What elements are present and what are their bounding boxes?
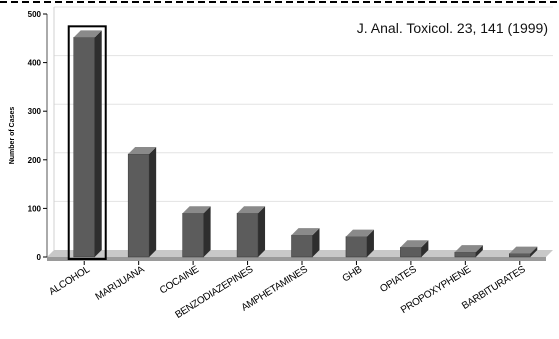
bar-top [237, 206, 266, 214]
bar-side [312, 228, 320, 257]
bar-top [291, 228, 320, 236]
bar-side [421, 240, 429, 257]
bar-top [454, 245, 483, 253]
bar-top [345, 229, 374, 237]
citation-annotation: J. Anal. Toxicol. 23, 141 (1999) [357, 20, 548, 36]
bar-side [149, 146, 157, 257]
bar-top [400, 240, 429, 248]
bar [236, 213, 259, 258]
y-tick-label: 200 [28, 156, 42, 165]
bar-side [203, 206, 211, 257]
highlight-box [67, 25, 107, 260]
x-tick-label: ALCOHOL [47, 264, 92, 298]
bar [400, 247, 422, 258]
bar-top [73, 30, 102, 38]
y-tick-label: 0 [37, 253, 42, 262]
x-tick-label: COCAINE [158, 264, 201, 297]
bar-top [509, 246, 538, 254]
x-tick-label: GHB [341, 264, 365, 285]
y-tick-label: 500 [28, 10, 42, 19]
y-axis-label: Number of Cases [9, 107, 16, 165]
bar-side [258, 206, 266, 257]
bar [182, 213, 204, 258]
bar [509, 253, 531, 258]
bar-top [128, 146, 157, 154]
floor-front [47, 257, 546, 261]
bar [73, 37, 95, 258]
bar [454, 251, 477, 258]
x-tick-label: MARIJUANA [94, 264, 147, 303]
bar-side [475, 245, 483, 257]
x-tick-label: OPIATES [378, 264, 419, 295]
y-tick-label: 300 [28, 107, 42, 116]
bars-layer [67, 25, 538, 260]
bar [291, 234, 313, 258]
bar-side [94, 30, 102, 257]
y-tick-label: 400 [28, 59, 42, 68]
bar-side [366, 229, 374, 257]
bar [127, 153, 150, 258]
bar [345, 236, 368, 258]
bar-side [530, 246, 538, 257]
bar-top [182, 206, 211, 214]
y-tick-label: 100 [28, 204, 42, 213]
